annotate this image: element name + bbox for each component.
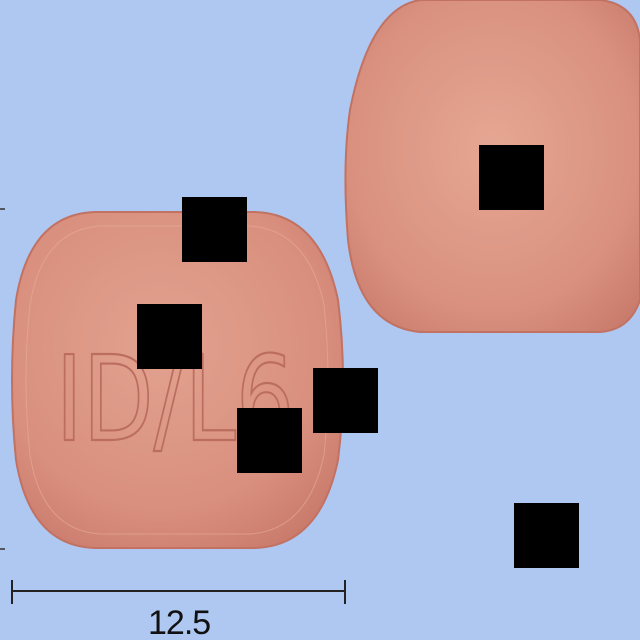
scale-bar — [11, 580, 346, 604]
redaction-box — [182, 197, 247, 262]
redaction-box — [479, 145, 544, 210]
redaction-box — [514, 503, 579, 568]
redaction-box — [313, 368, 378, 433]
redaction-box — [237, 408, 302, 473]
redaction-box — [137, 304, 202, 369]
scale-label: 12.5 — [148, 604, 211, 640]
